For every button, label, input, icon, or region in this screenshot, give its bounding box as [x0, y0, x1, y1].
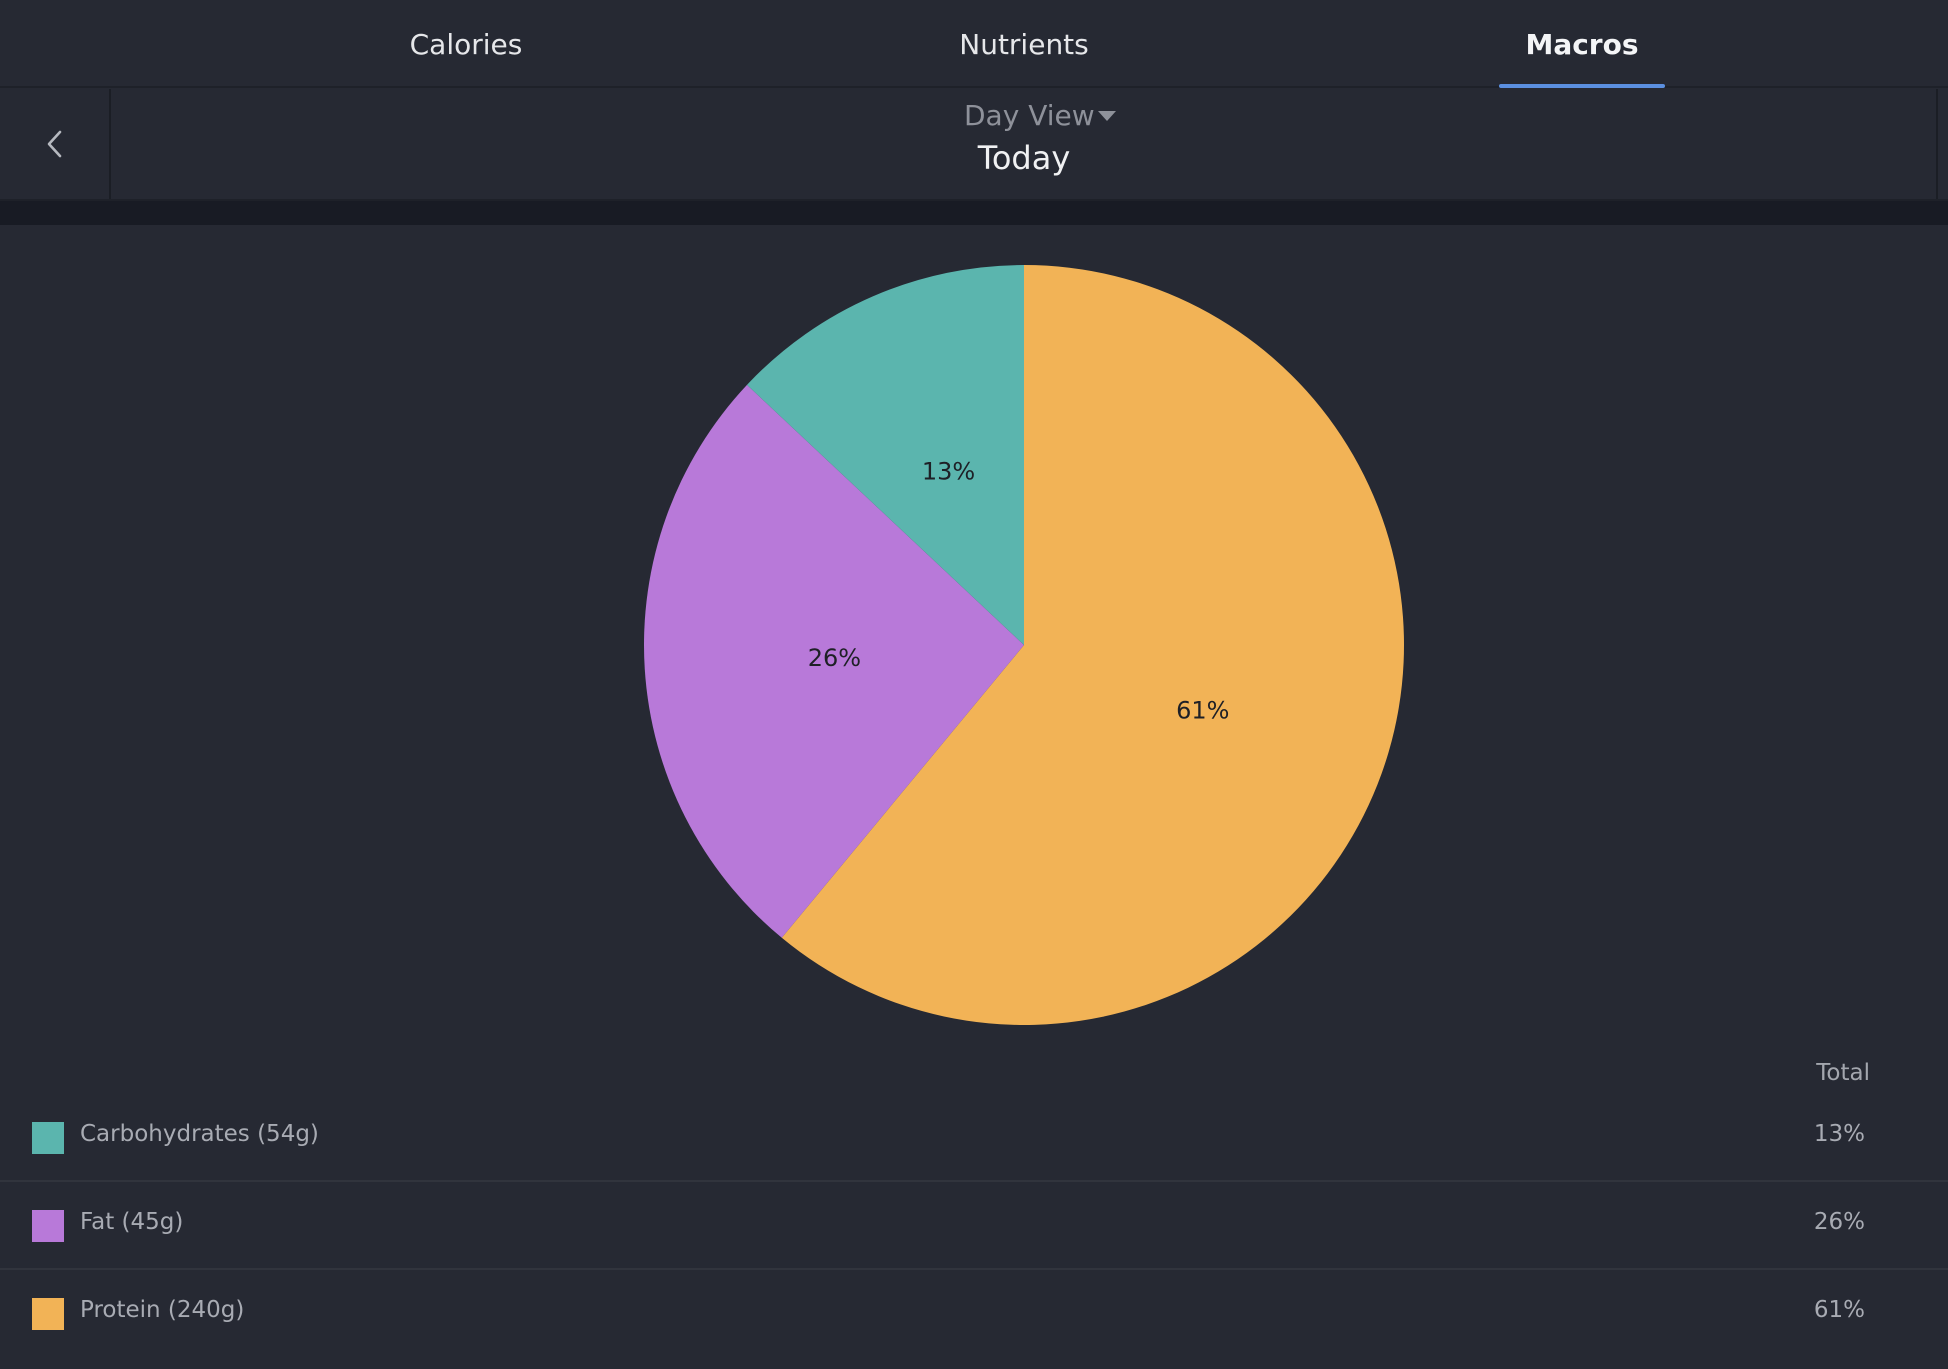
tab-calories[interactable]: Calories — [409, 27, 523, 61]
pie-slice-protein[interactable] — [781, 265, 1404, 1025]
view-selector[interactable]: Day View — [964, 99, 1095, 132]
legend-label: Fat (45g) — [80, 1209, 184, 1235]
back-button[interactable] — [0, 89, 111, 199]
tab-bar: Calories Nutrients Macros — [0, 0, 1948, 88]
pie-slice-carbohydrates[interactable] — [746, 265, 1024, 645]
caret-down-icon[interactable] — [1098, 111, 1116, 121]
protein-swatch — [32, 1298, 64, 1330]
date-header: Day View Today — [0, 89, 1948, 201]
header-divider — [1936, 89, 1938, 199]
legend-percent: 26% — [1813, 1209, 1865, 1235]
carbohydrates-swatch — [32, 1122, 64, 1154]
pie-slice-label: 26% — [808, 644, 861, 672]
total-column-header: Total — [1816, 1060, 1870, 1086]
legend-percent: 13% — [1813, 1121, 1865, 1147]
tab-macros[interactable]: Macros — [1525, 27, 1639, 61]
legend-label: Protein (240g) — [80, 1297, 245, 1323]
legend-percent: 61% — [1813, 1297, 1865, 1323]
legend-row-carbohydrates[interactable]: Carbohydrates (54g) 13% — [0, 1094, 1948, 1182]
legend-row-fat[interactable]: Fat (45g) 26% — [0, 1182, 1948, 1270]
pie-slice-label: 61% — [1176, 696, 1229, 724]
macros-pie-chart: 61% 26% 13% — [644, 265, 1404, 1025]
pie-slice-fat[interactable] — [644, 384, 1024, 938]
pie-slice-label: 13% — [922, 458, 975, 486]
active-tab-indicator — [1499, 84, 1665, 88]
chevron-left-icon — [47, 130, 61, 158]
fat-swatch — [32, 1210, 64, 1242]
section-divider — [0, 201, 1948, 225]
legend-row-protein[interactable]: Protein (240g) 61% — [0, 1270, 1948, 1358]
tab-nutrients[interactable]: Nutrients — [959, 27, 1089, 61]
legend-label: Carbohydrates (54g) — [80, 1121, 319, 1147]
date-label: Today — [977, 139, 1071, 177]
